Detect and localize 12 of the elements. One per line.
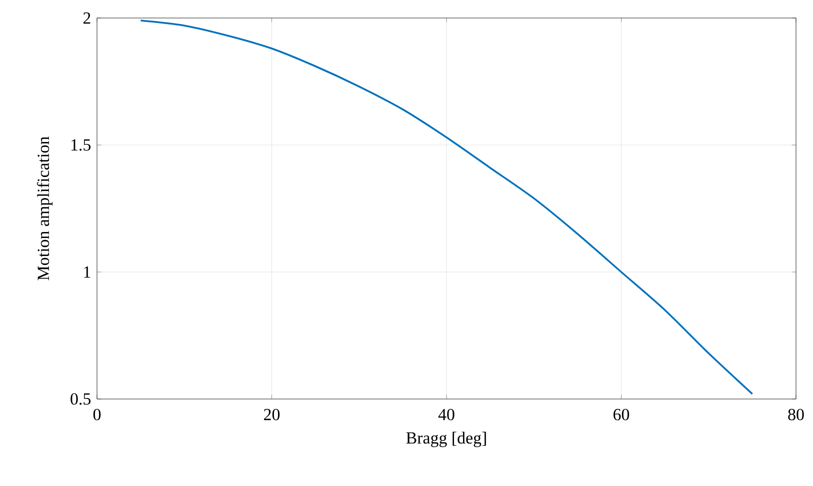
x-tick-label: 20: [264, 408, 280, 420]
y-axis-title: Motion amplification: [36, 136, 53, 280]
y-tick-label: 0.5: [70, 393, 90, 405]
y-tick-label: 1: [84, 266, 90, 278]
line-series: [140, 20, 754, 395]
x-tick-label: 0: [93, 408, 101, 420]
x-tick-label: 60: [614, 408, 630, 420]
x-tick-label: 80: [788, 408, 804, 420]
y-tick-label: 2: [83, 12, 90, 24]
y-tick-label: 1.5: [71, 139, 90, 151]
x-tick-label: 40: [438, 408, 454, 420]
x-axis-title: Bragg [deg]: [406, 432, 486, 448]
